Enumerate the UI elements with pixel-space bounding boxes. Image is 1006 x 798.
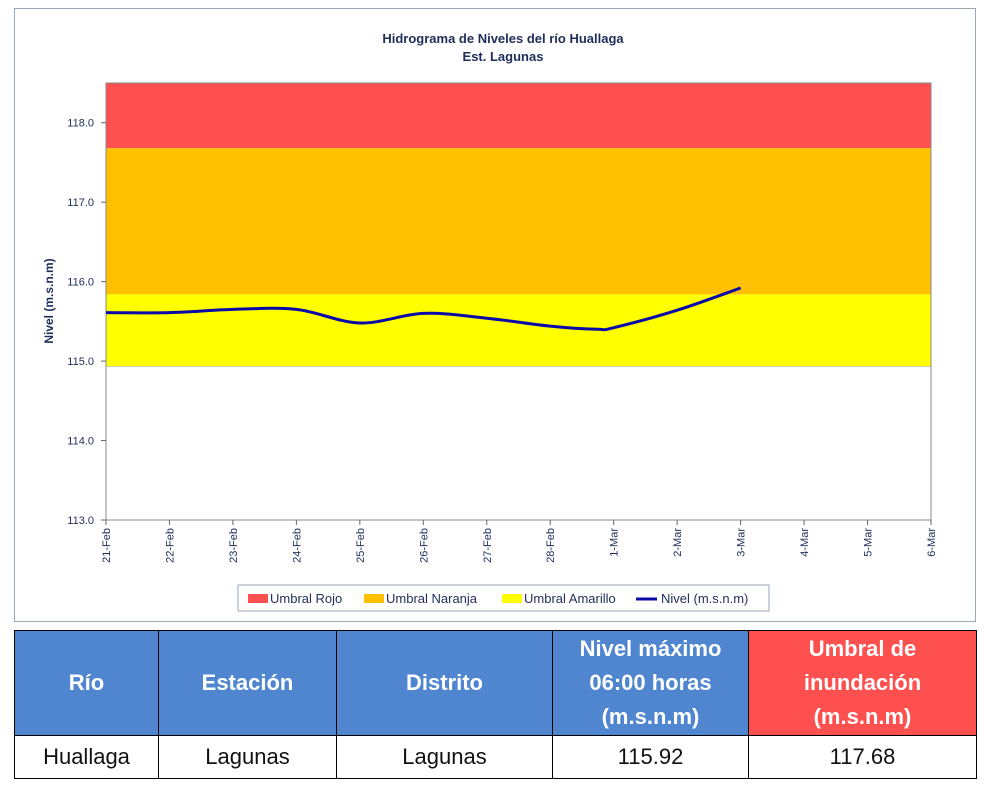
x-tick-label: 3-Mar — [736, 528, 748, 557]
legend-swatch-amarillo — [502, 594, 522, 603]
x-tick-label: 24-Feb — [291, 528, 303, 563]
band-rojo — [106, 83, 931, 149]
header-rio: Río — [14, 630, 159, 736]
table-row: Huallaga Lagunas Lagunas 115.92 117.68 — [14, 735, 977, 779]
legend-label-naranja: Umbral Naranja — [386, 591, 478, 606]
x-tick-label: 4-Mar — [799, 528, 811, 557]
x-tick-label: 28-Feb — [545, 528, 557, 563]
legend-label-nivel: Nivel (m.s.n.m) — [661, 591, 748, 606]
cell-distrito: Lagunas — [336, 735, 553, 779]
y-tick-label: 117.0 — [67, 197, 94, 209]
header-estacion: Estación — [158, 630, 337, 736]
x-axis: 21-Feb 22-Feb 23-Feb 24-Feb 25-Feb 26-Feb 27-F… — [101, 520, 938, 563]
chart-frame: Hidrograma de Niveles del río Huallaga E… — [14, 8, 976, 622]
header-umbral-inundacion: Umbral de inundación (m.s.n.m) — [748, 630, 977, 736]
x-tick-label: 5-Mar — [863, 528, 875, 557]
threshold-bands — [106, 83, 931, 368]
y-axis-label: Nivel (m.s.n.m) — [42, 258, 56, 343]
legend-label-amarillo: Umbral Amarillo — [524, 591, 616, 606]
y-tick-label: 113.0 — [67, 515, 94, 527]
x-tick-label: 23-Feb — [228, 528, 240, 563]
legend-swatch-rojo — [248, 594, 268, 603]
cell-estacion: Lagunas — [158, 735, 337, 779]
x-tick-label: 1-Mar — [609, 528, 621, 557]
info-table: Río Estación Distrito Nivel máximo 06:00… — [14, 630, 977, 779]
x-tick-label: 6-Mar — [926, 528, 938, 557]
x-tick-label: 26-Feb — [418, 528, 430, 563]
chart-svg: Hidrograma de Niveles del río Huallaga E… — [42, 31, 938, 612]
series-line-nivel — [105, 286, 742, 332]
cell-nivel-maximo: 115.92 — [552, 735, 749, 779]
y-tick-label: 118.0 — [67, 118, 94, 130]
cell-rio: Huallaga — [14, 735, 159, 779]
x-tick-label: 22-Feb — [164, 528, 176, 563]
legend-label-rojo: Umbral Rojo — [270, 591, 342, 606]
x-tick-label: 25-Feb — [355, 528, 367, 563]
cell-umbral-inundacion: 117.68 — [748, 735, 977, 779]
x-tick-label: 21-Feb — [101, 528, 113, 563]
y-tick-label: 116.0 — [67, 277, 94, 289]
band-naranja — [106, 148, 931, 295]
header-nivel-maximo: Nivel máximo 06:00 horas (m.s.n.m) — [552, 630, 749, 736]
plot-area — [105, 82, 932, 521]
legend: Umbral Rojo Umbral Naranja Umbral Amaril… — [237, 584, 770, 612]
legend-swatch-naranja — [364, 594, 384, 603]
band-amarillo — [106, 294, 931, 367]
y-axis: 113.0 114.0 115.0 116.0 117.0 118.0 — [67, 118, 106, 527]
table-header-row: Río Estación Distrito Nivel máximo 06:00… — [14, 630, 977, 736]
x-tick-label: 27-Feb — [482, 528, 494, 563]
chart-subtitle: Est. Lagunas — [463, 49, 544, 64]
chart-title: Hidrograma de Niveles del río Huallaga — [382, 31, 624, 46]
y-tick-label: 114.0 — [67, 436, 94, 448]
header-distrito: Distrito — [336, 630, 553, 736]
y-tick-label: 115.0 — [67, 356, 94, 368]
x-tick-label: 2-Mar — [672, 528, 684, 557]
